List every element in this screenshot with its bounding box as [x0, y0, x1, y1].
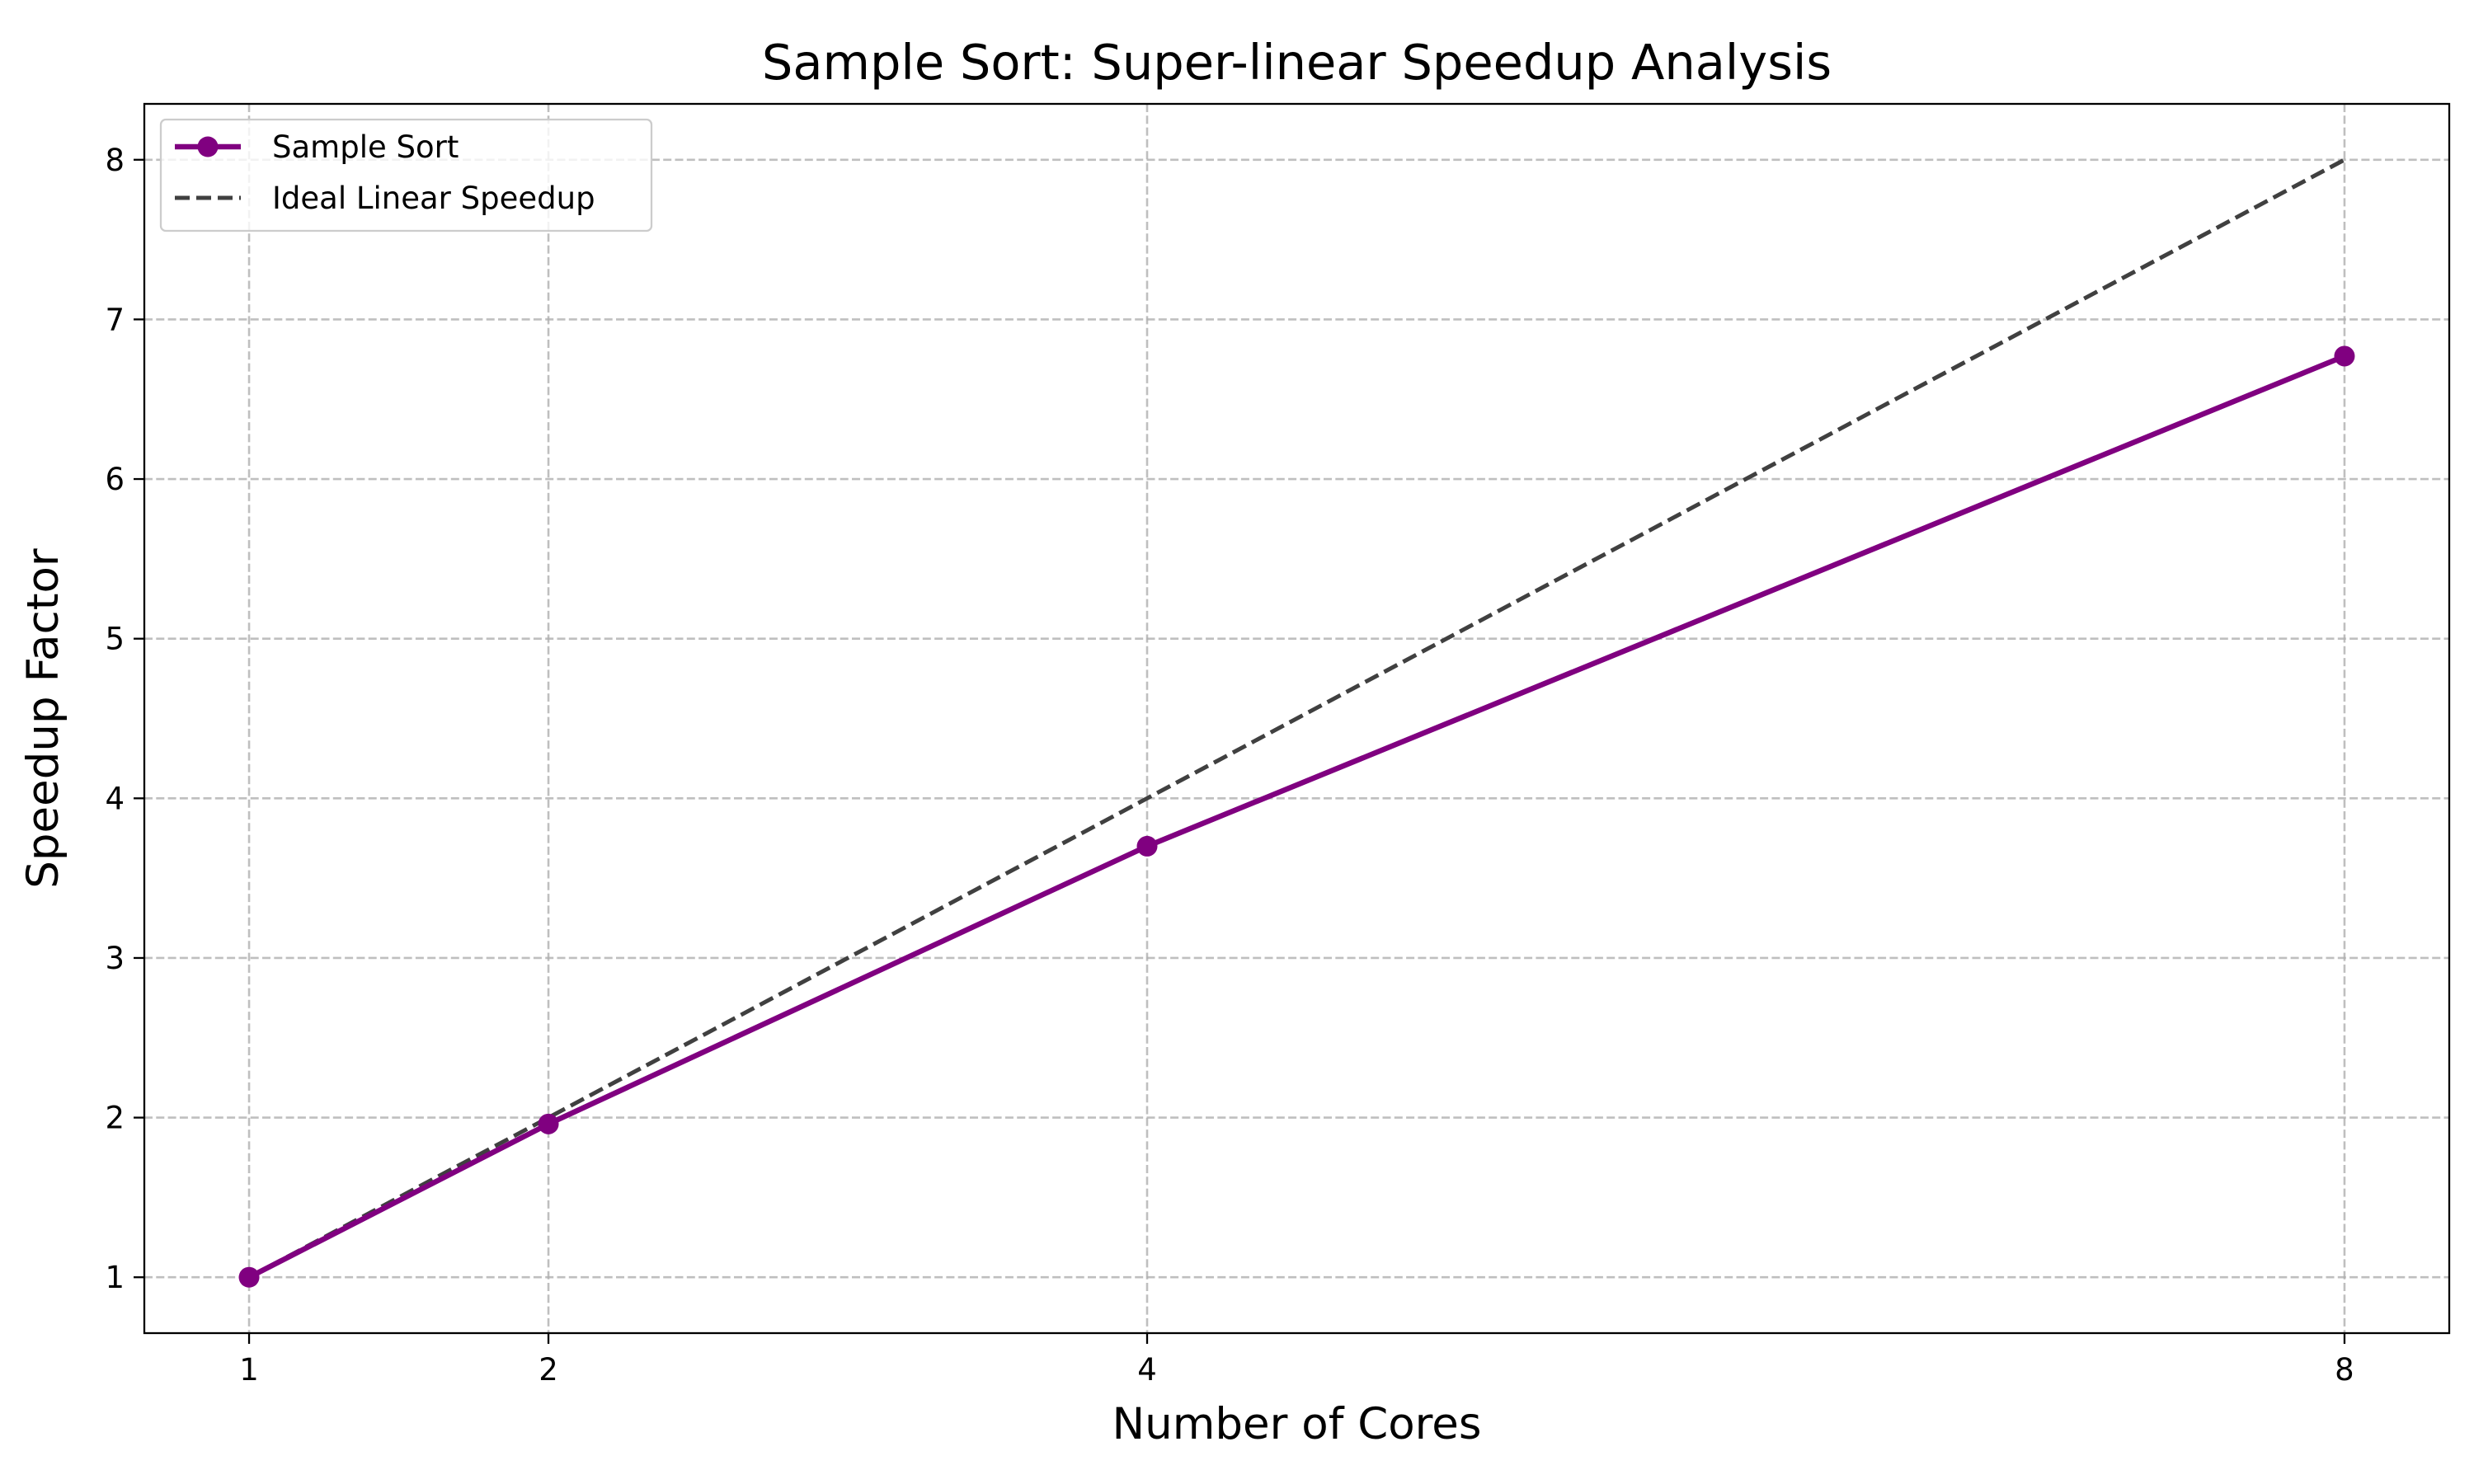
y-axis-label: Speedup Factor — [18, 548, 68, 889]
y-tick-label-4: 4 — [105, 781, 125, 816]
y-tick-label-5: 5 — [105, 622, 125, 657]
x-tick-label-8: 8 — [2335, 1352, 2354, 1388]
x-tick-label-2: 2 — [539, 1352, 558, 1388]
chart-title: Sample Sort: Super-linear Speedup Analys… — [762, 34, 1832, 91]
y-tick-label-2: 2 — [105, 1101, 125, 1136]
y-tick-label-3: 3 — [105, 941, 125, 976]
plot-frame — [143, 102, 2451, 1335]
y-tick-label-8: 8 — [105, 143, 125, 178]
x-axis-label: Number of Cores — [1112, 1399, 1482, 1449]
series-line-ideal-linear-speedup — [247, 157, 2346, 1280]
x-tick-label-1: 1 — [239, 1352, 259, 1388]
y-tick-label-6: 6 — [105, 462, 125, 497]
y-tick-label-1: 1 — [105, 1260, 125, 1295]
grid — [144, 104, 2449, 1333]
legend-box — [159, 118, 653, 232]
data-point-sample-sort-2 — [538, 1113, 559, 1134]
legend-marker-sample-sort — [197, 136, 219, 157]
series-line-sample-sort — [247, 353, 2346, 1280]
y-tick-label-7: 7 — [105, 302, 125, 337]
legend-label-ideal: Ideal Linear Speedup — [272, 181, 595, 216]
data-point-sample-sort-1 — [238, 1266, 260, 1288]
x-tick-label-4: 4 — [1137, 1352, 1157, 1388]
data-point-sample-sort-4 — [1136, 835, 1158, 857]
series-layer — [238, 157, 2355, 1288]
legend-label-sample-sort: Sample Sort — [272, 129, 459, 165]
legend: Sample Sort Ideal Linear Speedup — [159, 118, 653, 232]
data-point-sample-sort-8 — [2334, 345, 2355, 367]
